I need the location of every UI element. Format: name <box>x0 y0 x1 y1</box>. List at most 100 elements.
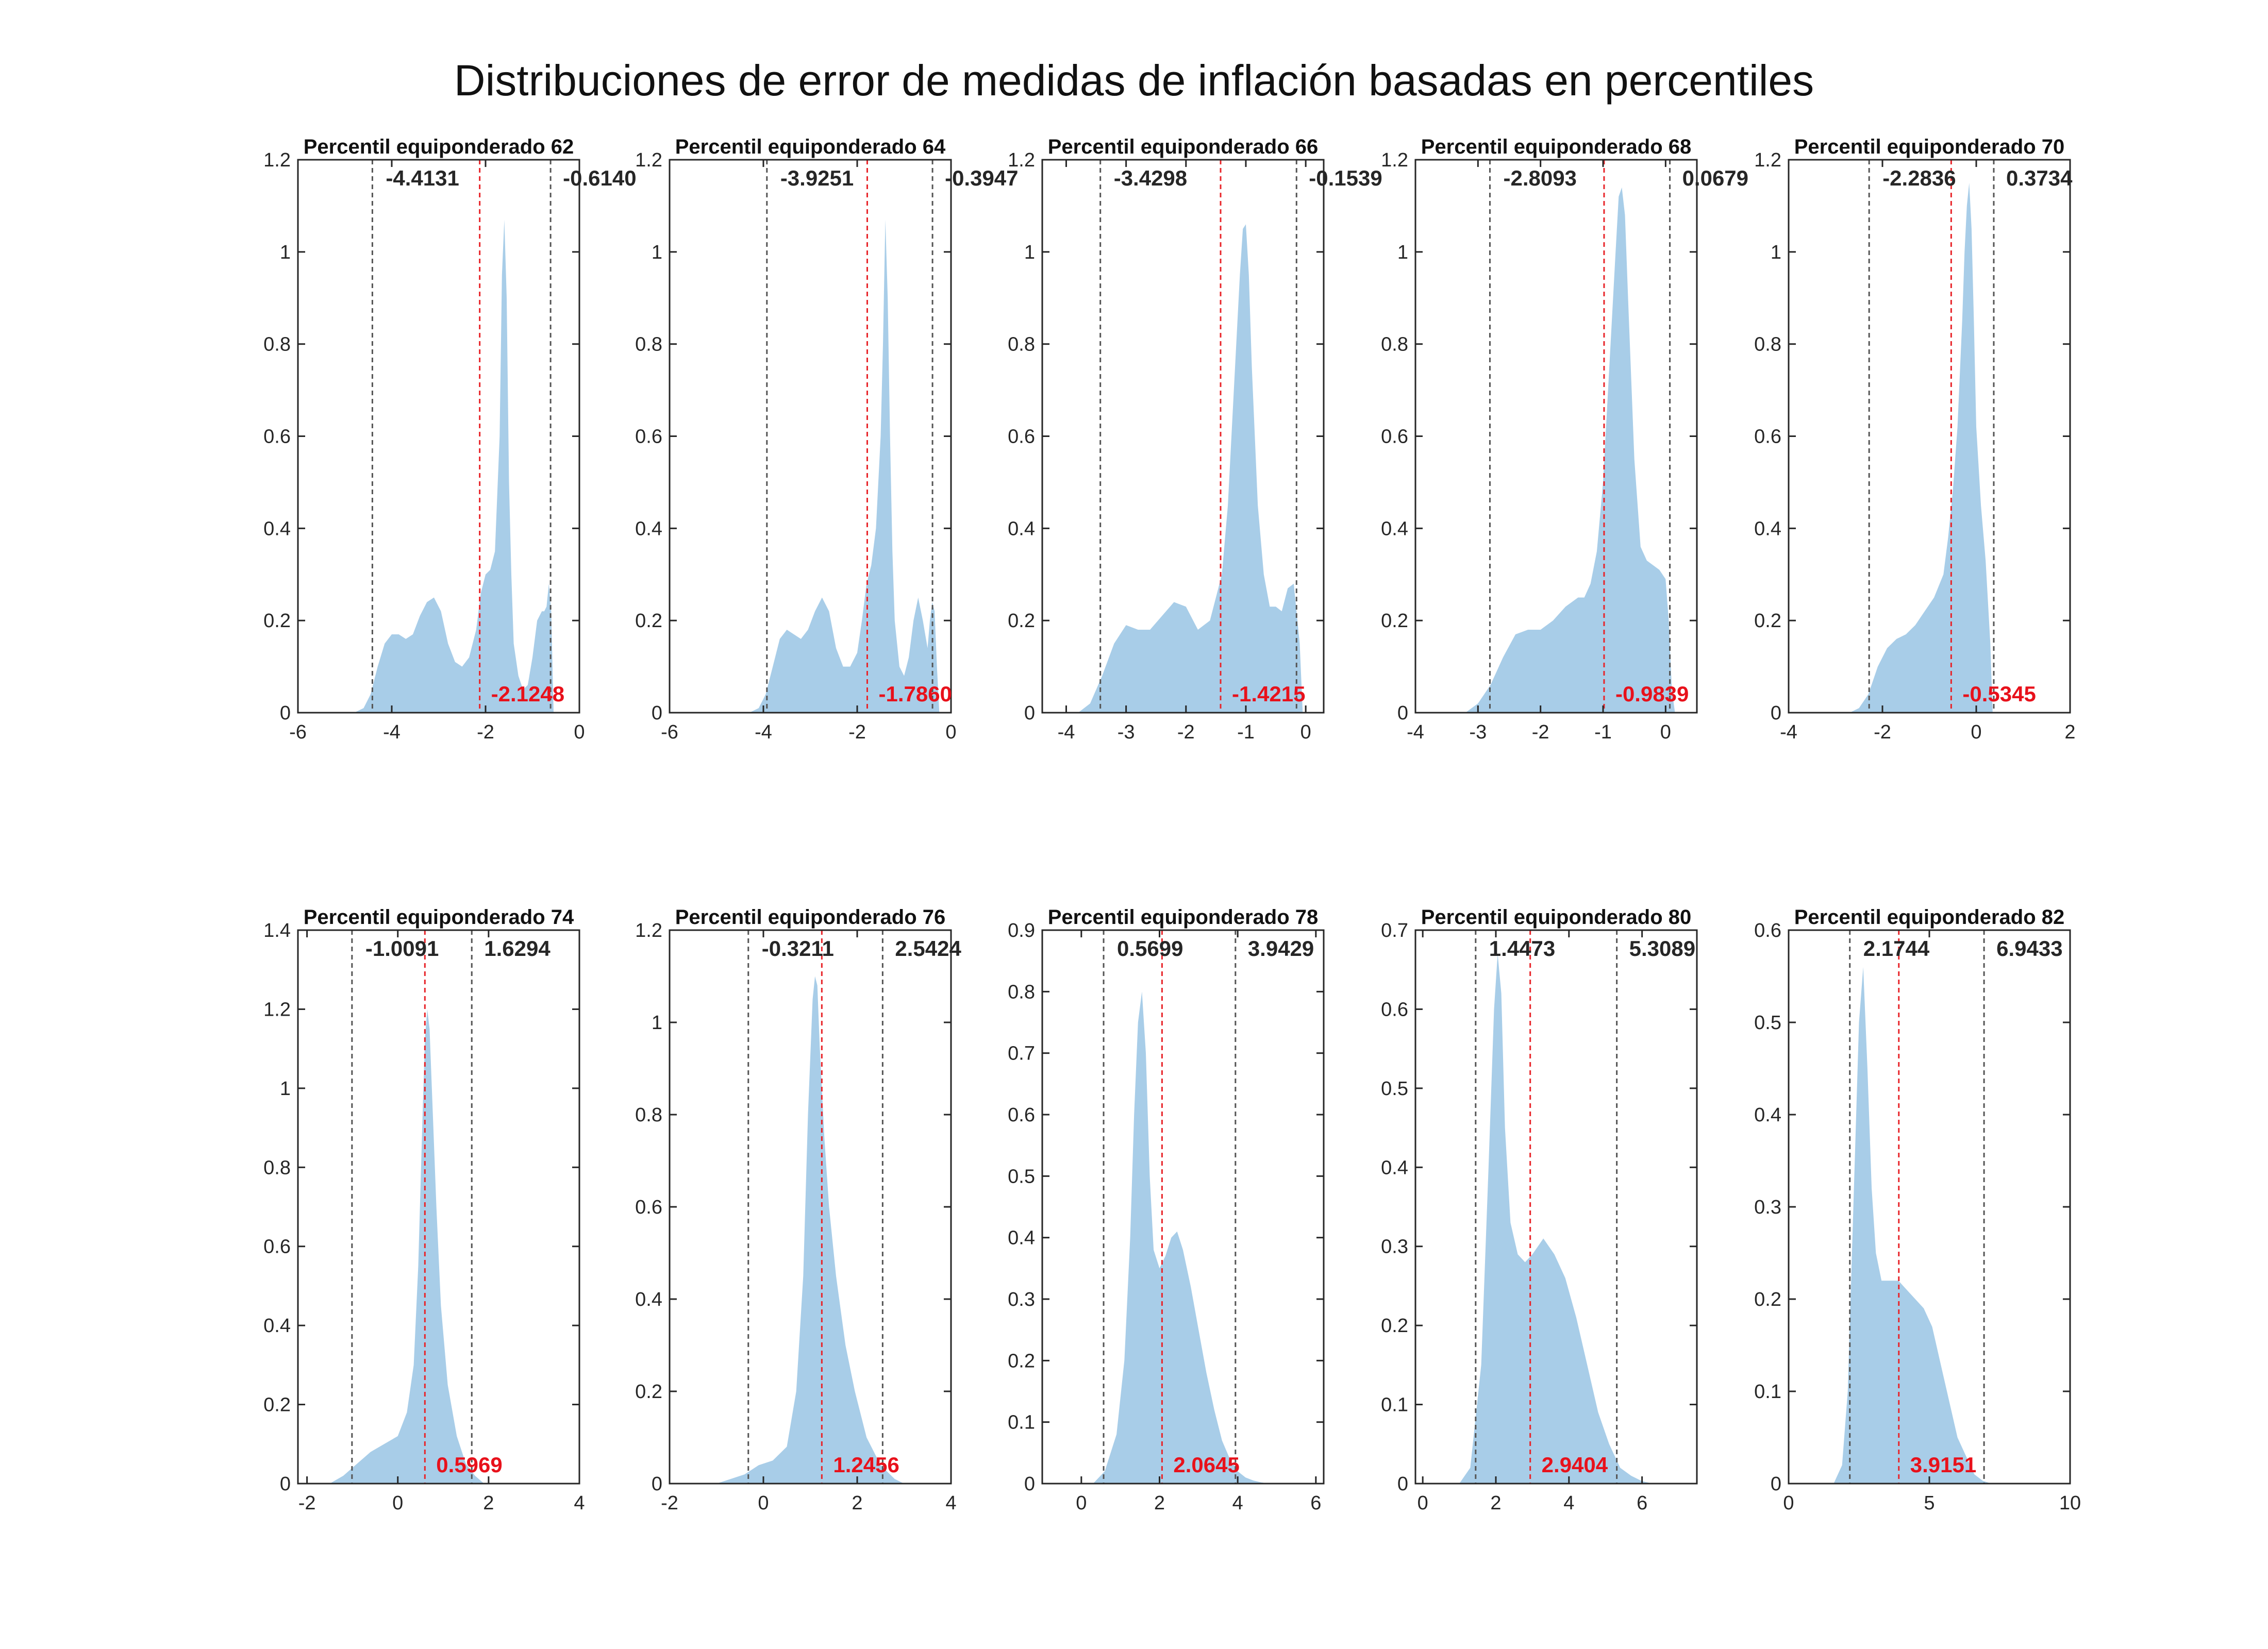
axes-box <box>1041 929 1325 1485</box>
y-tick-label: 0.1 <box>1754 1381 1781 1403</box>
x-tick-label: -2 <box>298 1492 316 1514</box>
x-tick-label: 0 <box>1971 721 1981 743</box>
x-tick-label: -3 <box>1469 721 1487 743</box>
x-tick-label: -2 <box>1532 721 1549 743</box>
y-tick-label: 0 <box>1397 1473 1408 1495</box>
x-tick-label: -4 <box>755 721 772 743</box>
y-tick-label: 0.2 <box>1008 610 1035 632</box>
lower-bound-label: -2.2836 <box>1882 166 1956 190</box>
upper-bound-label: -0.1539 <box>1309 166 1382 190</box>
y-tick-label: 0 <box>1397 702 1408 724</box>
y-tick-label: 0.6 <box>635 1197 662 1218</box>
x-tick-label: -6 <box>661 721 678 743</box>
subplot-title: Percentil equiponderado 70 <box>1794 136 2065 158</box>
y-tick-label: 0.8 <box>1008 334 1035 356</box>
x-tick-label: 4 <box>1563 1492 1574 1514</box>
subplot-9: 0 0.1 0.2 0.3 0.4 0.5 0.6 0.7 0 2 4 6 Percentil equi… <box>1381 906 1698 1514</box>
y-tick-label: 0.2 <box>1754 1289 1781 1310</box>
y-tick-label: 0.6 <box>1754 426 1781 448</box>
x-tick-label: 0 <box>758 1492 769 1514</box>
y-tick-label: 1.2 <box>1008 149 1035 171</box>
y-tick-label: 0.3 <box>1381 1236 1408 1258</box>
y-tick-label: 1 <box>652 1012 662 1034</box>
y-tick-label: 0 <box>1771 702 1781 724</box>
y-tick-label: 0.3 <box>1754 1197 1781 1218</box>
upper-bound-label: -0.6140 <box>563 166 636 190</box>
median-label: -0.5345 <box>1962 682 2036 706</box>
x-tick-label: 5 <box>1924 1492 1935 1514</box>
y-tick-label: 1 <box>652 242 662 263</box>
x-tick-label: 2 <box>2064 721 2075 743</box>
median-label: -2.1248 <box>491 682 564 706</box>
y-tick-label: 0 <box>652 1473 662 1495</box>
x-tick-label: 2 <box>1490 1492 1501 1514</box>
subplot-3: 0 0.2 0.4 0.6 0.8 1 1.2 -4 -3 -2 -1 0 Percentil equi… <box>1008 136 1382 743</box>
y-tick-label: 1 <box>1024 242 1035 263</box>
y-tick-label: 0.2 <box>1381 610 1408 632</box>
y-tick-label: 1 <box>280 1078 291 1100</box>
y-tick-label: 0.3 <box>1008 1289 1035 1310</box>
density-area <box>716 976 904 1484</box>
x-tick-label: -3 <box>1118 721 1135 743</box>
y-tick-label: 0.4 <box>1008 1227 1035 1249</box>
y-tick-label: 0.2 <box>263 610 291 632</box>
x-tick-label: 2 <box>483 1492 494 1514</box>
x-tick-label: 0 <box>1783 1492 1794 1514</box>
lower-bound-label: -1.0091 <box>365 936 439 961</box>
x-tick-label: -2 <box>1874 721 1891 743</box>
y-tick-label: 0.8 <box>635 1104 662 1126</box>
density-area <box>1833 967 1992 1484</box>
y-tick-label: 0.5 <box>1381 1078 1408 1100</box>
x-tick-label: 0 <box>1418 1492 1428 1514</box>
y-tick-label: 0 <box>652 702 662 724</box>
axes-box <box>297 929 580 1485</box>
y-tick-label: 0.6 <box>1008 1104 1035 1126</box>
x-tick-label: 6 <box>1637 1492 1647 1514</box>
axes-box <box>1414 929 1698 1485</box>
x-tick-label: -4 <box>1407 721 1424 743</box>
x-tick-label: -6 <box>289 721 307 743</box>
median-label: 2.0645 <box>1173 1453 1239 1477</box>
subplot-10: 0 0.1 0.2 0.3 0.4 0.5 0.6 0 5 10 Percentil equipon… <box>1754 906 2081 1514</box>
x-tick-label: 0 <box>1660 721 1671 743</box>
y-tick-label: 1.2 <box>635 149 662 171</box>
y-tick-label: 0.2 <box>1754 610 1781 632</box>
x-tick-label: -1 <box>1594 721 1612 743</box>
subplot-5: 0 0.2 0.4 0.6 0.8 1 1.2 -4 -2 0 2 Percentil equipon… <box>1754 136 2075 743</box>
y-tick-label: 0.4 <box>1008 518 1035 540</box>
x-tick-label: -4 <box>383 721 401 743</box>
median-label: 1.2456 <box>833 1453 899 1477</box>
y-tick-label: 0.4 <box>1381 518 1408 540</box>
x-tick-label: 4 <box>1232 1492 1243 1514</box>
x-tick-label: 0 <box>945 721 956 743</box>
upper-bound-label: -0.3947 <box>945 166 1018 190</box>
y-tick-label: 0.4 <box>1754 518 1781 540</box>
lower-bound-label: 2.1744 <box>1863 936 1930 961</box>
density-area <box>1093 991 1269 1484</box>
x-tick-label: -1 <box>1237 721 1255 743</box>
y-tick-label: 0.4 <box>263 1315 291 1337</box>
lower-bound-label: 1.4473 <box>1489 936 1555 961</box>
y-tick-label: 0.8 <box>1754 334 1781 356</box>
x-tick-label: 2 <box>1154 1492 1165 1514</box>
density-area <box>1849 182 1993 713</box>
y-tick-label: 1.2 <box>263 999 291 1020</box>
y-tick-label: 1.2 <box>1754 149 1781 171</box>
upper-bound-label: 1.6294 <box>484 936 551 961</box>
x-tick-label: 6 <box>1310 1492 1321 1514</box>
subplot-2: 0 0.2 0.4 0.6 0.8 1 1.2 -6 -4 -2 0 Percentil equipo… <box>635 136 1018 743</box>
subplot-title: Percentil equiponderado 82 <box>1794 906 2065 929</box>
y-tick-label: 0.7 <box>1008 1043 1035 1065</box>
y-tick-label: 0.6 <box>1381 426 1408 448</box>
upper-bound-label: 6.9433 <box>1996 936 2062 961</box>
figure-title: Distribuciones de error de medidas de in… <box>454 56 1814 105</box>
density-area <box>1459 954 1653 1484</box>
upper-bound-label: 0.3734 <box>2006 166 2073 190</box>
y-tick-label: 0.6 <box>635 426 662 448</box>
y-tick-label: 1.2 <box>635 920 662 941</box>
subplot-1: 0 0.2 0.4 0.6 0.8 1 1.2 -6 -4 -2 0 Percentil equipo… <box>263 136 636 743</box>
x-tick-label: 4 <box>574 1492 585 1514</box>
x-tick-label: -4 <box>1780 721 1797 743</box>
subplot-6: 0 0.2 0.4 0.6 0.8 1 1.2 1.4 -2 0 2 4 Percentil equip… <box>263 906 585 1514</box>
subplot-4: 0 0.2 0.4 0.6 0.8 1 1.2 -4 -3 -2 -1 0 Percentil equi… <box>1381 136 1748 743</box>
